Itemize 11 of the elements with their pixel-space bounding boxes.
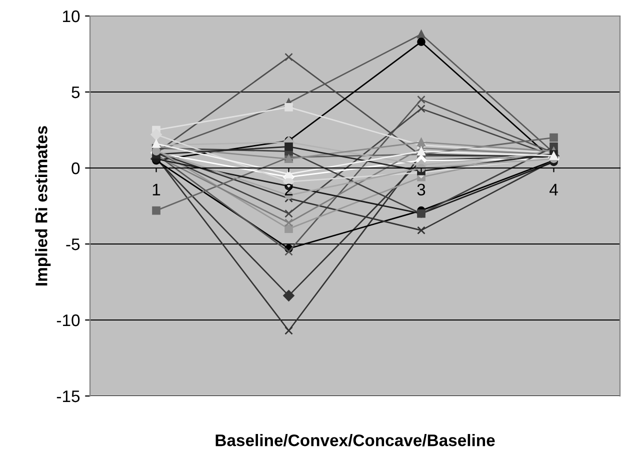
- y-tick-label: 10: [63, 10, 80, 22]
- y-tick-label: 5: [72, 86, 80, 98]
- y-axis-title: Implied Ri estimates: [35, 126, 51, 286]
- y-tick-label: -5: [66, 238, 80, 250]
- x-axis-title: Baseline/Convex/Concave/Baseline: [216, 434, 495, 446]
- y-tick-label: -10: [56, 314, 80, 326]
- y-tick-label: 0: [72, 162, 80, 174]
- y-tick-label: -15: [56, 390, 80, 402]
- x-tick-label: 1: [152, 184, 160, 196]
- x-tick-label: 3: [417, 184, 426, 196]
- x-tick-label: 4: [550, 184, 558, 196]
